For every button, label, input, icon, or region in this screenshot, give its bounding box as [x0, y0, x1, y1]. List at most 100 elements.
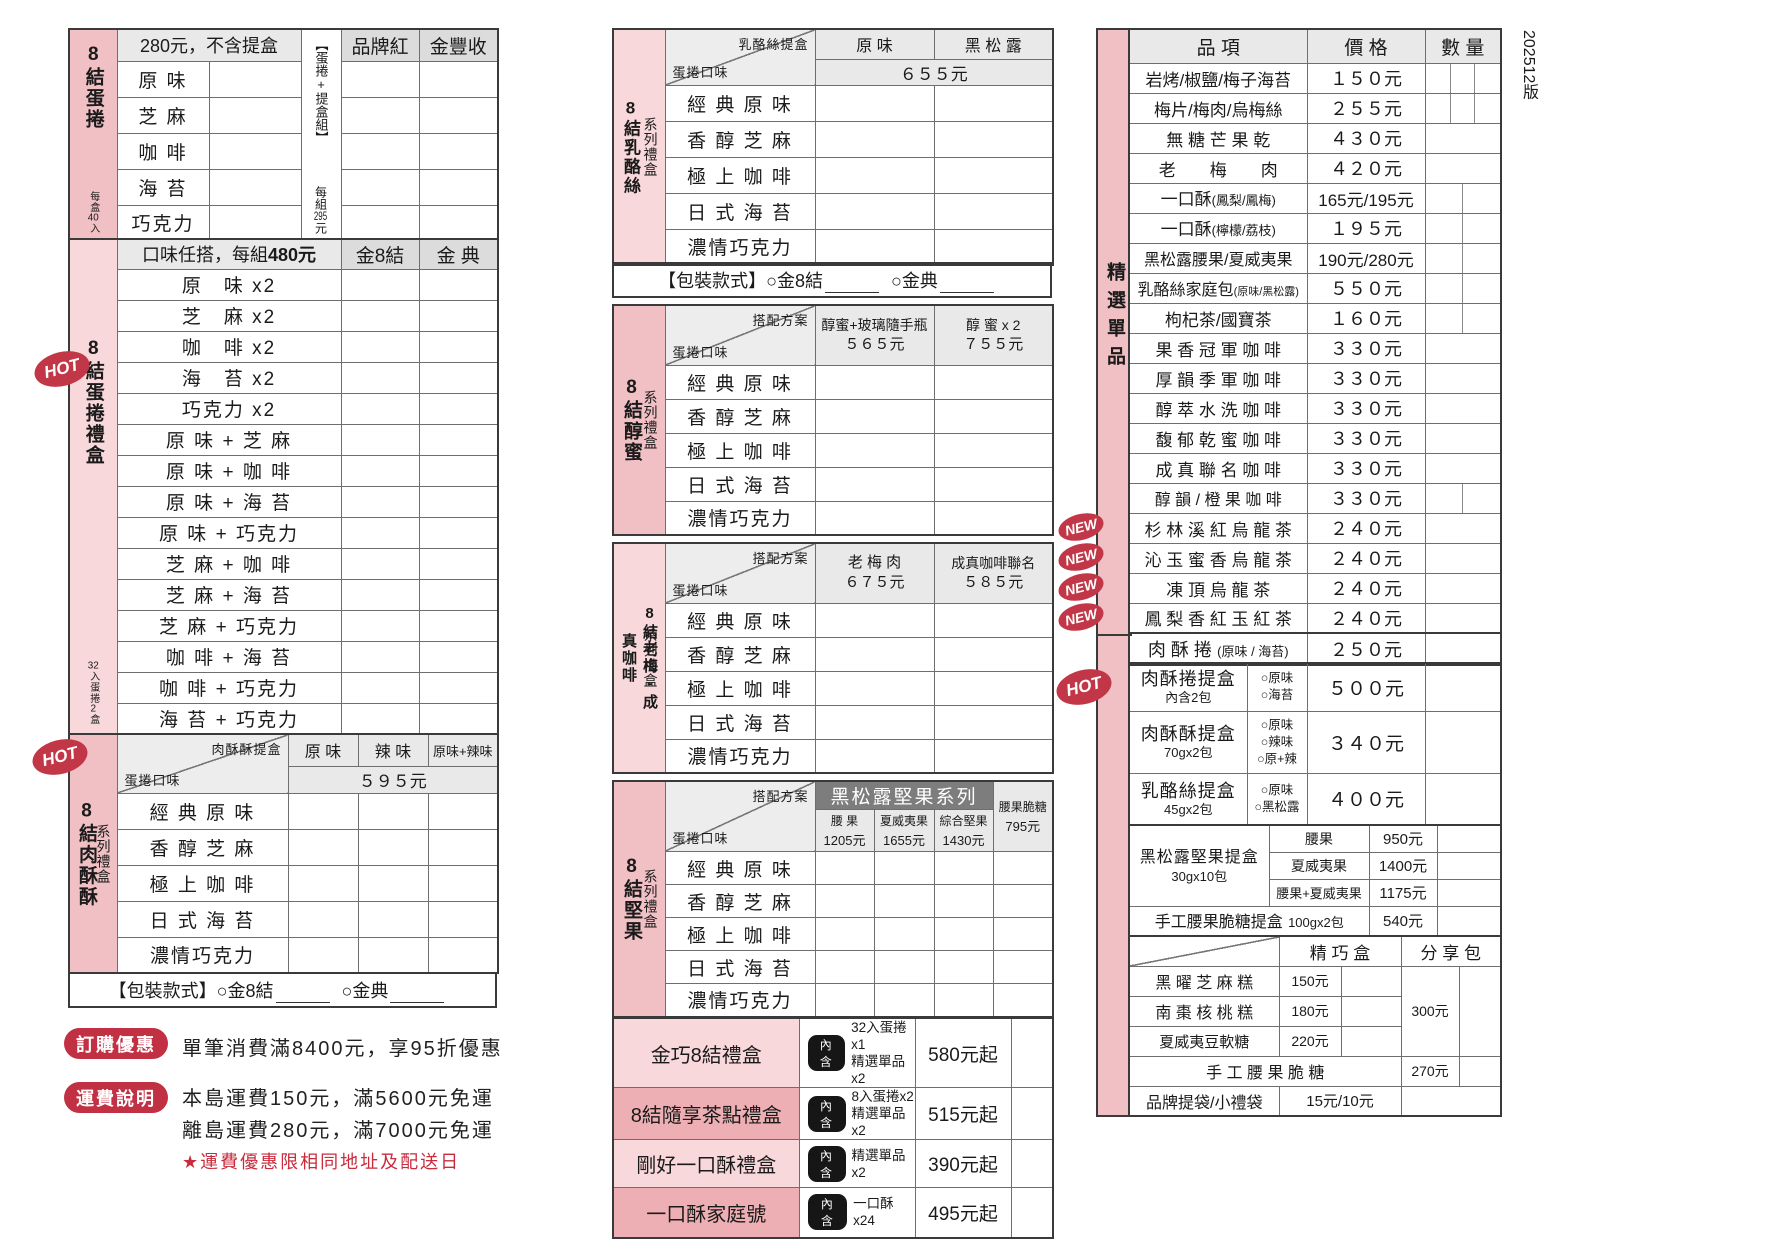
entry-cell[interactable]: [933, 917, 994, 951]
entry-cell[interactable]: [287, 792, 359, 830]
qty-cell[interactable]: [1424, 452, 1502, 484]
qty-cell[interactable]: [1424, 572, 1502, 604]
entry-cell[interactable]: [814, 636, 935, 672]
entry-cell[interactable]: [933, 950, 994, 984]
qty-cell[interactable]: [1424, 482, 1502, 514]
entry-cell[interactable]: [992, 950, 1054, 984]
entry-cell[interactable]: [933, 500, 1054, 536]
entry-cell[interactable]: [340, 578, 420, 611]
entry-cell[interactable]: [933, 851, 994, 885]
entry-cell[interactable]: [418, 204, 499, 242]
qty-cell[interactable]: [1424, 602, 1502, 634]
entry-cell[interactable]: [418, 640, 499, 673]
entry-cell[interactable]: [933, 466, 1054, 502]
qty-cell[interactable]: [1424, 332, 1502, 364]
entry-cell[interactable]: [814, 364, 935, 400]
entry-cell[interactable]: [814, 950, 875, 984]
entry-cell[interactable]: [418, 268, 499, 301]
qty-cell[interactable]: [1436, 824, 1502, 853]
packaging-option-gold8[interactable]: ○金8結: [766, 271, 823, 291]
entry-cell[interactable]: [814, 738, 935, 774]
entry-cell[interactable]: [418, 671, 499, 704]
entry-cell[interactable]: [1010, 1187, 1054, 1238]
entry-cell[interactable]: [873, 917, 935, 951]
entry-cell[interactable]: [357, 864, 429, 902]
entry-cell[interactable]: [208, 60, 302, 98]
entry-cell[interactable]: [340, 609, 420, 642]
qty-cell[interactable]: [1424, 710, 1502, 774]
entry-cell[interactable]: [208, 96, 302, 134]
entry-cell[interactable]: [418, 132, 499, 170]
entry-cell[interactable]: [418, 96, 499, 134]
entry-cell[interactable]: [427, 864, 499, 902]
entry-cell[interactable]: [287, 900, 359, 938]
entry-cell[interactable]: [933, 120, 1054, 158]
entry-cell[interactable]: [418, 609, 499, 642]
qty-cell[interactable]: [1424, 122, 1502, 154]
entry-cell[interactable]: [418, 423, 499, 456]
qty-cell[interactable]: [1400, 1085, 1502, 1117]
entry-cell[interactable]: [992, 851, 1054, 885]
qty-cell[interactable]: [1340, 995, 1402, 1027]
entry-cell[interactable]: [418, 168, 499, 206]
box-flavor-options[interactable]: ○原味 ○海苔: [1246, 662, 1308, 712]
entry-cell[interactable]: [418, 60, 499, 98]
entry-cell[interactable]: [933, 432, 1054, 468]
qty-cell[interactable]: [1436, 905, 1502, 937]
entry-cell[interactable]: [340, 168, 420, 206]
entry-cell[interactable]: [340, 361, 420, 394]
entry-cell[interactable]: [418, 454, 499, 487]
entry-cell[interactable]: [814, 851, 875, 885]
entry-cell[interactable]: [873, 884, 935, 918]
qty-cell[interactable]: [1424, 152, 1502, 184]
qty-cell[interactable]: [1424, 632, 1502, 666]
entry-cell[interactable]: [814, 156, 935, 194]
entry-cell[interactable]: [933, 398, 1054, 434]
entry-cell[interactable]: [814, 884, 875, 918]
entry-cell[interactable]: [933, 670, 1054, 706]
entry-cell[interactable]: [992, 884, 1054, 918]
entry-cell[interactable]: [418, 485, 499, 518]
fill-line[interactable]: [939, 278, 994, 293]
entry-cell[interactable]: [814, 466, 935, 502]
entry-cell[interactable]: [814, 84, 935, 122]
box-flavor-options[interactable]: ○原味 ○辣味 ○原+辣: [1246, 710, 1308, 774]
entry-cell[interactable]: [340, 547, 420, 580]
qty-cell[interactable]: [1436, 851, 1502, 880]
entry-cell[interactable]: [1010, 1139, 1054, 1188]
entry-cell[interactable]: [427, 936, 499, 974]
entry-cell[interactable]: [814, 670, 935, 706]
entry-cell[interactable]: [933, 738, 1054, 774]
entry-cell[interactable]: [340, 132, 420, 170]
entry-cell[interactable]: [418, 392, 499, 425]
entry-cell[interactable]: [340, 485, 420, 518]
entry-cell[interactable]: [873, 983, 935, 1017]
entry-cell[interactable]: [814, 192, 935, 230]
entry-cell[interactable]: [418, 578, 499, 611]
entry-cell[interactable]: [427, 828, 499, 866]
entry-cell[interactable]: [340, 204, 420, 242]
entry-cell[interactable]: [208, 168, 302, 206]
entry-cell[interactable]: [814, 983, 875, 1017]
qty-cell[interactable]: [1424, 242, 1502, 274]
entry-cell[interactable]: [340, 96, 420, 134]
entry-cell[interactable]: [357, 900, 429, 938]
entry-cell[interactable]: [340, 640, 420, 673]
entry-cell[interactable]: [814, 500, 935, 536]
qty-cell[interactable]: [1458, 1055, 1502, 1087]
entry-cell[interactable]: [287, 864, 359, 902]
entry-cell[interactable]: [357, 936, 429, 974]
entry-cell[interactable]: [340, 454, 420, 487]
entry-cell[interactable]: [1010, 1017, 1054, 1088]
entry-cell[interactable]: [418, 547, 499, 580]
entry-cell[interactable]: [933, 364, 1054, 400]
entry-cell[interactable]: [992, 917, 1054, 951]
entry-cell[interactable]: [933, 704, 1054, 740]
entry-cell[interactable]: [933, 156, 1054, 194]
entry-cell[interactable]: [340, 268, 420, 301]
entry-cell[interactable]: [418, 299, 499, 332]
entry-cell[interactable]: [418, 516, 499, 549]
packaging-option-classic[interactable]: ○金典: [891, 271, 938, 291]
box-flavor-options[interactable]: ○原味 ○黑松露: [1246, 772, 1308, 826]
entry-cell[interactable]: [1010, 1087, 1054, 1140]
